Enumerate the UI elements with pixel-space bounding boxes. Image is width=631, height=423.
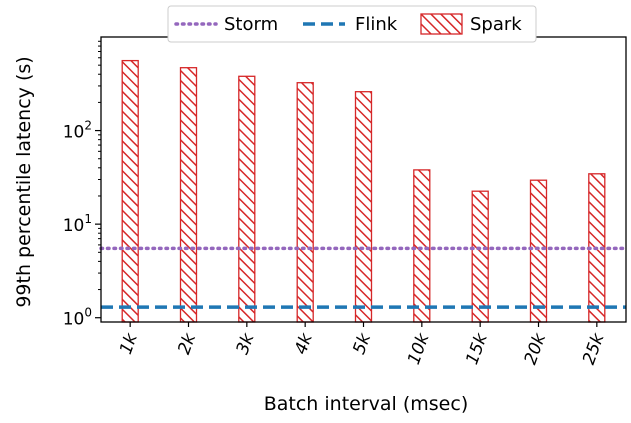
y-tick-label: 101 bbox=[63, 212, 92, 236]
bar-spark-1k bbox=[121, 59, 139, 323]
legend-label-flink: Flink bbox=[355, 14, 398, 35]
x-tick-label: 1k bbox=[116, 330, 142, 357]
bar-spark-5k bbox=[354, 91, 373, 323]
spark-bars bbox=[121, 59, 606, 323]
bar-spark-20k bbox=[529, 179, 548, 323]
y-axis-label: 99th percentile latency (s) bbox=[13, 56, 35, 307]
x-tick-label: 20k bbox=[521, 330, 551, 368]
y-tick-label: 100 bbox=[63, 306, 92, 330]
legend-label-spark: Spark bbox=[470, 14, 522, 35]
bar-spark-10k bbox=[413, 169, 431, 323]
x-tick-label: 25k bbox=[579, 330, 609, 368]
reference-lines bbox=[99, 246, 628, 309]
bar-spark-2k bbox=[179, 67, 198, 323]
x-tick-label: 4k bbox=[291, 330, 317, 357]
legend: Storm Flink Spark bbox=[167, 5, 537, 43]
x-tick-label: 2k bbox=[174, 330, 200, 357]
bar-spark-4k bbox=[296, 82, 314, 323]
legend-swatch-spark bbox=[420, 13, 463, 35]
x-axis: 1k 2k 3k 4k 5k 10k 15k 20k 25k bbox=[116, 322, 609, 367]
y-tick-label: 102 bbox=[63, 119, 92, 143]
x-axis-label: Batch interval (msec) bbox=[264, 393, 469, 415]
x-tick-label: 10k bbox=[404, 330, 434, 368]
x-tick-label: 15k bbox=[462, 330, 492, 368]
y-axis: 100 101 102 bbox=[63, 40, 101, 330]
bar-spark-3k bbox=[238, 75, 256, 323]
x-tick-label: 3k bbox=[233, 330, 259, 357]
x-tick-label: 5k bbox=[349, 330, 375, 357]
bar-spark-15k bbox=[471, 190, 489, 323]
legend-label-storm: Storm bbox=[224, 14, 278, 35]
